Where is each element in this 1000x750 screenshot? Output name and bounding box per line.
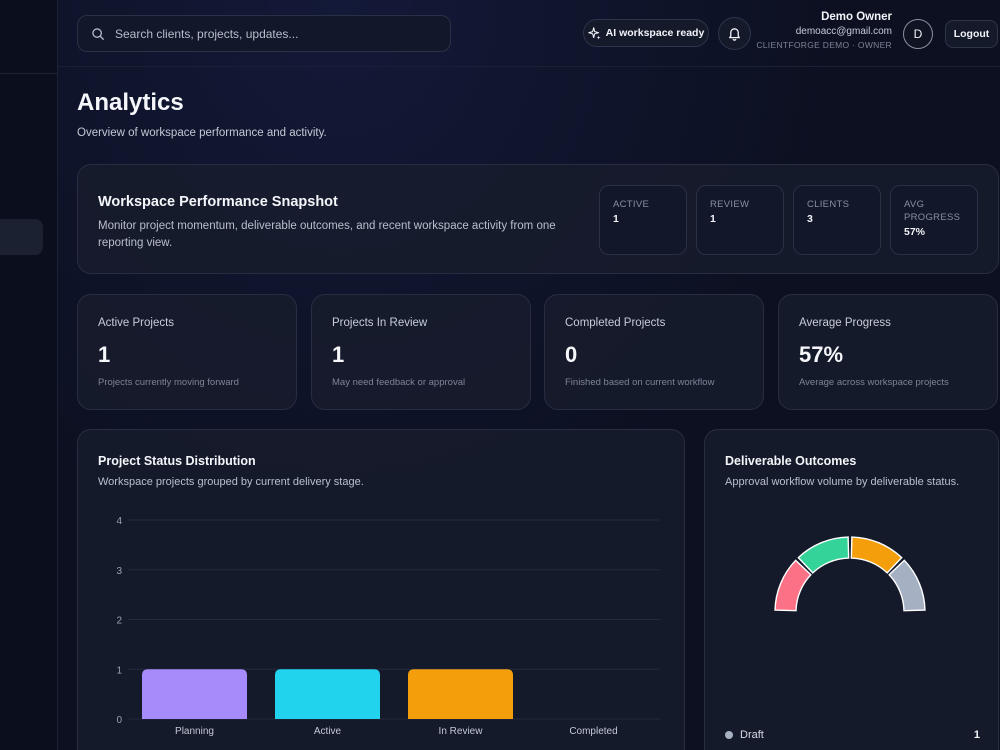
gauge-segment[interactable]	[797, 536, 850, 574]
stat-card-completed-projects: Completed Projects 0 Finished based on c…	[544, 294, 764, 410]
project-status-chart-card: Project Status Distribution Workspace pr…	[77, 429, 685, 750]
snapshot-metric-label: REVIEW	[710, 199, 750, 210]
user-email: demoacc@gmail.com	[795, 26, 892, 37]
performance-snapshot-card: Workspace Performance Snapshot Monitor p…	[77, 164, 999, 274]
notifications-button[interactable]	[718, 17, 751, 50]
stat-hint: Finished based on current workflow	[565, 377, 715, 388]
stat-value: 1	[332, 342, 345, 367]
stat-hint: May need feedback or approval	[332, 377, 466, 388]
snapshot-title: Workspace Performance Snapshot	[98, 194, 338, 210]
bar[interactable]	[408, 669, 513, 719]
stat-label: Completed Projects	[565, 317, 666, 329]
avatar[interactable]: D	[903, 19, 933, 49]
page-title: Analytics	[77, 89, 184, 116]
ai-status-label: AI workspace ready	[605, 27, 705, 39]
topbar: AI workspace ready Demo Owner demoacc@gm…	[58, 0, 1000, 67]
snapshot-metric-value: 57%	[904, 226, 926, 238]
snapshot-metric-label: ACTIVE	[613, 199, 650, 210]
stat-hint: Average across workspace projects	[799, 377, 949, 388]
snapshot-metric-value: 1	[613, 213, 619, 225]
stat-card-average-progress: Average Progress 57% Average across work…	[778, 294, 998, 410]
deliverable-outcomes-gauge	[774, 536, 926, 612]
stat-value: 57%	[799, 342, 844, 367]
legend-count: 1	[973, 729, 980, 741]
ai-status-button[interactable]: AI workspace ready	[583, 19, 709, 47]
sidebar-divider	[0, 73, 57, 74]
gauge-segment[interactable]	[774, 559, 812, 612]
page-subtitle: Overview of workspace performance and ac…	[77, 127, 327, 139]
y-tick-label: 2	[116, 616, 122, 627]
snapshot-metric-clients: CLIENTS 3	[793, 185, 881, 255]
stat-label: Average Progress	[799, 317, 891, 329]
y-tick-label: 0	[116, 715, 122, 726]
snapshot-metric-value: 3	[807, 213, 813, 225]
x-tick-label: Completed	[569, 726, 617, 737]
legend-label: Draft	[740, 729, 764, 741]
chart-subtitle: Approval workflow volume by deliverable …	[725, 476, 960, 488]
x-tick-label: Planning	[175, 726, 214, 737]
snapshot-metric-label: CLIENTS	[807, 199, 850, 210]
bar[interactable]	[275, 669, 380, 719]
bell-icon	[728, 28, 741, 41]
legend-item: Draft 1	[725, 729, 980, 741]
gauge-segment[interactable]	[888, 559, 926, 612]
user-name: Demo Owner	[821, 11, 892, 23]
logout-button[interactable]: Logout	[945, 20, 998, 48]
sidebar-item-analytics[interactable]	[0, 219, 43, 255]
snapshot-metric-active: ACTIVE 1	[599, 185, 687, 255]
search-box[interactable]	[77, 15, 451, 52]
stat-card-projects-in-review: Projects In Review 1 May need feedback o…	[311, 294, 531, 410]
snapshot-metric-label: AVG PROGRESS	[904, 199, 961, 223]
y-tick-label: 1	[116, 665, 122, 676]
search-icon	[92, 27, 104, 40]
sparkle-icon	[587, 26, 601, 40]
stat-hint: Projects currently moving forward	[98, 377, 239, 388]
chart-title: Deliverable Outcomes	[725, 454, 857, 468]
snapshot-metric-value: 1	[710, 213, 716, 225]
x-tick-label: Active	[314, 726, 342, 737]
chart-subtitle: Workspace projects grouped by current de…	[98, 476, 364, 488]
main-content: AI workspace ready Demo Owner demoacc@gm…	[58, 0, 1000, 750]
search-input[interactable]	[115, 26, 435, 41]
stat-card-active-projects: Active Projects 1 Projects currently mov…	[77, 294, 297, 410]
y-tick-label: 3	[116, 566, 122, 577]
stat-label: Active Projects	[98, 317, 175, 329]
stat-label: Projects In Review	[332, 317, 428, 329]
project-status-bar-chart: 0 1 2 3 4 Planning Active In Review Completed	[116, 516, 660, 737]
x-tick-label: In Review	[439, 726, 484, 737]
snapshot-metric-review: REVIEW 1	[696, 185, 784, 255]
snapshot-description: Monitor project momentum, deliverable ou…	[98, 220, 556, 249]
deliverable-outcomes-card: Deliverable Outcomes Approval workflow v…	[704, 429, 999, 750]
gauge-segment[interactable]	[850, 536, 903, 574]
y-tick-label: 4	[116, 516, 122, 527]
sidebar	[0, 0, 58, 750]
stat-value: 0	[565, 342, 578, 367]
chart-title: Project Status Distribution	[98, 454, 256, 468]
legend-dot	[725, 731, 733, 739]
bar[interactable]	[142, 669, 247, 719]
snapshot-metric-avg-progress: AVG PROGRESS 57%	[890, 185, 978, 255]
stat-value: 1	[98, 342, 111, 367]
user-info: Demo Owner demoacc@gmail.com CLIENTFORGE…	[756, 11, 892, 50]
org-label: CLIENTFORGE DEMO · OWNER	[756, 40, 892, 50]
